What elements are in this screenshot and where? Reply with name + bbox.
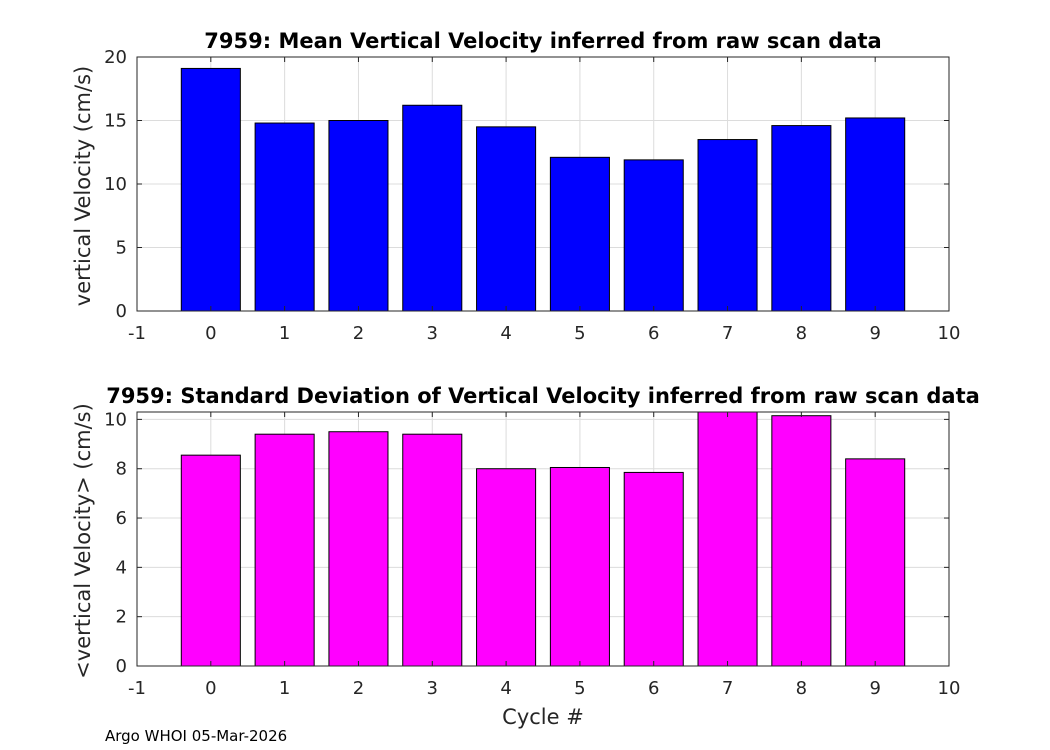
bar-cycle-3 [402,104,463,312]
bar-cycle-8 [771,125,832,312]
bar-cycle-2 [328,120,389,312]
y-tick-label: 10 [104,409,127,430]
x-tick-label: 0 [205,678,216,699]
x-tick-label: 7 [722,323,733,344]
x-tick-label: 6 [648,323,659,344]
x-tick-label: 10 [938,323,961,344]
y-tick-label: 4 [116,557,127,578]
chart-title: 7959: Mean Vertical Velocity inferred fr… [204,29,881,53]
bar-cycle-7 [697,411,758,667]
bar-cycle-6 [623,471,684,667]
y-axis-label: vertical Velocity (cm/s) [71,66,95,306]
bar-cycle-1 [254,122,315,312]
x-tick-label: -1 [128,323,146,344]
bar-cycle-4 [476,126,537,312]
bar-cycle-4 [476,468,537,667]
x-tick-label: 2 [353,678,364,699]
x-tick-label: 4 [500,323,511,344]
y-tick-label: 15 [104,111,127,132]
x-tick-label: 1 [279,323,290,344]
y-tick-label: 2 [116,607,127,628]
x-tick-label: 5 [574,678,585,699]
x-tick-label: 6 [648,678,659,699]
bar-cycle-6 [623,159,684,312]
y-axis-label: <vertical Velocity> (cm/s) [71,403,95,679]
y-tick-label: 10 [104,174,127,195]
x-tick-label: 8 [796,323,807,344]
bar-cycle-9 [845,458,906,667]
y-tick-label: 6 [116,508,127,529]
bar-cycle-2 [328,431,389,667]
bar-cycle-9 [845,117,906,312]
y-tick-label: 5 [116,238,127,259]
bar-cycle-5 [549,466,610,667]
bar-cycle-8 [771,415,832,667]
y-tick-label: 8 [116,459,127,480]
y-tick-label: 0 [116,301,127,322]
x-tick-label: 4 [500,678,511,699]
bar-cycle-3 [402,433,463,667]
bar-cycle-0 [180,454,241,667]
x-axis-label: Cycle # [502,705,584,729]
x-tick-label: 2 [353,323,364,344]
x-tick-label: 10 [938,678,961,699]
x-tick-label: 0 [205,323,216,344]
bar-cycle-1 [254,433,315,667]
bar-cycle-5 [549,156,610,312]
x-tick-label: 3 [427,323,438,344]
x-tick-label: 1 [279,678,290,699]
axes-frame [136,411,950,667]
x-tick-label: 8 [796,678,807,699]
footer-credit: Argo WHOI 05-Mar-2026 [105,727,287,745]
y-tick-label: 20 [104,47,127,68]
x-tick-label: 7 [722,678,733,699]
x-tick-label: -1 [128,678,146,699]
chart-title: 7959: Standard Deviation of Vertical Vel… [106,384,980,408]
x-tick-label: 9 [869,323,880,344]
bar-cycle-0 [180,67,241,312]
y-tick-label: 0 [116,656,127,677]
x-tick-label: 3 [427,678,438,699]
x-tick-label: 9 [869,678,880,699]
bar-cycle-7 [697,139,758,312]
x-tick-label: 5 [574,323,585,344]
